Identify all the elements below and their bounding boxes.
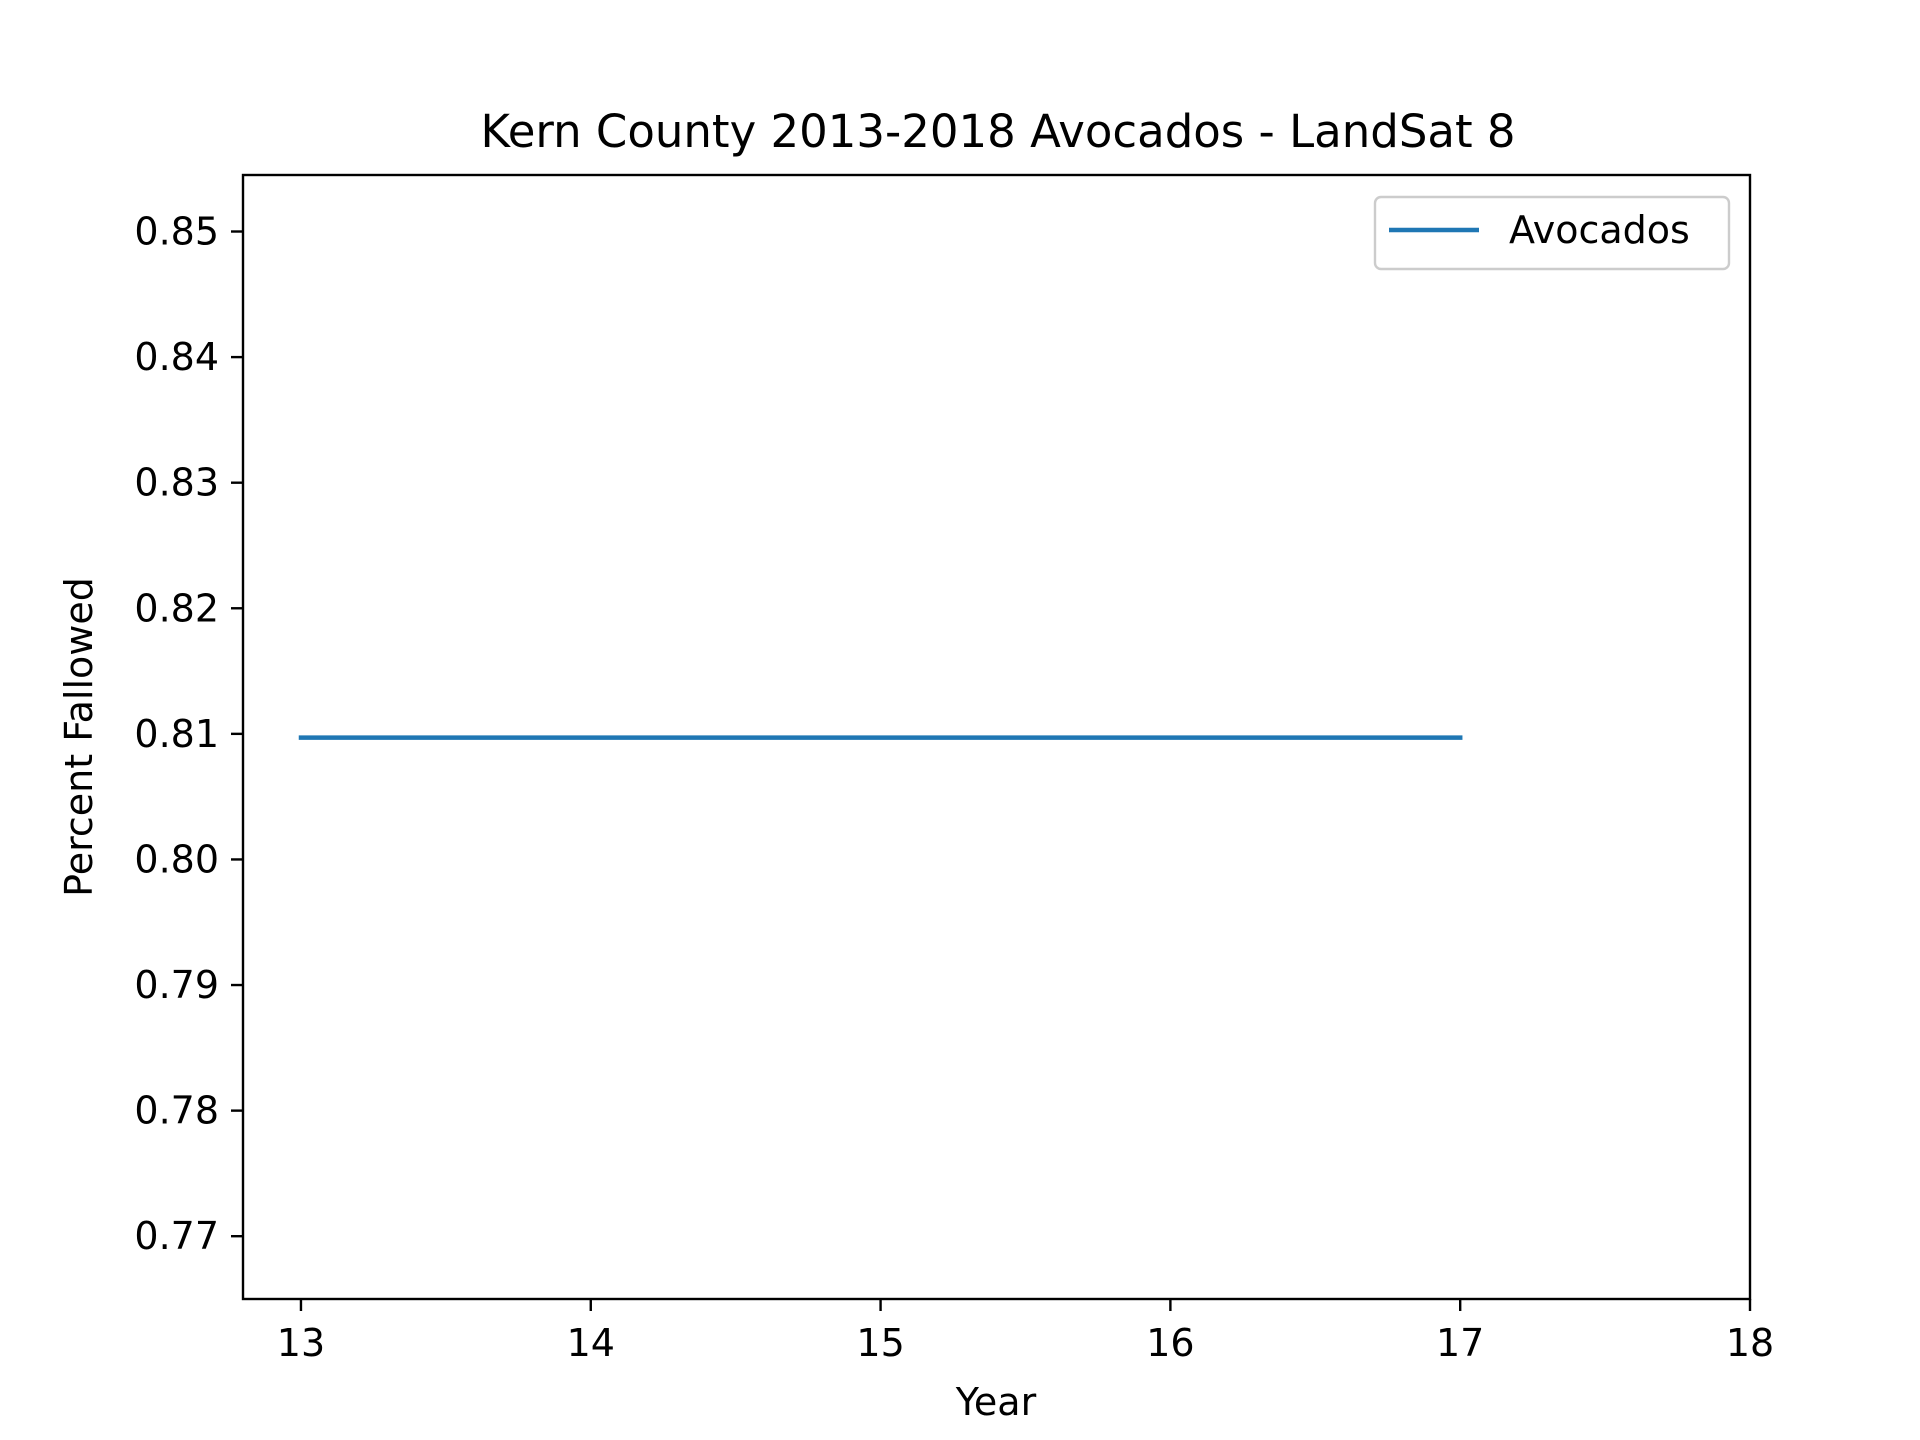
x-axis-label: Year xyxy=(955,1380,1037,1424)
y-tick-label: 0.80 xyxy=(134,837,219,881)
x-axis-ticks: 13 14 15 16 17 18 xyxy=(277,1299,1774,1365)
y-tick-label: 0.83 xyxy=(134,461,219,505)
x-tick-label: 18 xyxy=(1726,1321,1774,1365)
chart-title: Kern County 2013-2018 Avocados - LandSat… xyxy=(480,105,1515,158)
axes-frame xyxy=(241,173,1752,1301)
y-axis-ticks: 0.77 0.78 0.79 0.80 0.81 0.82 0.83 0.84 0.85 xyxy=(134,210,243,1258)
x-tick-label: 17 xyxy=(1436,1321,1484,1365)
y-tick-label: 0.85 xyxy=(134,210,219,254)
legend-label-avocados: Avocados xyxy=(1509,208,1690,252)
y-tick-label: 0.81 xyxy=(134,712,219,756)
legend: Avocados xyxy=(1373,195,1731,271)
y-tick-label: 0.82 xyxy=(134,586,219,630)
x-tick-label: 16 xyxy=(1146,1321,1194,1365)
x-tick-label: 13 xyxy=(277,1321,325,1365)
y-tick-label: 0.77 xyxy=(134,1214,219,1258)
legend-box xyxy=(1373,195,1731,271)
plot-area xyxy=(241,173,1752,1301)
y-axis-label: Percent Fallowed xyxy=(57,577,101,897)
x-tick-label: 15 xyxy=(856,1321,904,1365)
y-tick-label: 0.84 xyxy=(134,335,219,379)
x-tick-label: 14 xyxy=(567,1321,615,1365)
y-tick-label: 0.79 xyxy=(134,963,219,1007)
y-tick-label: 0.78 xyxy=(134,1089,219,1133)
